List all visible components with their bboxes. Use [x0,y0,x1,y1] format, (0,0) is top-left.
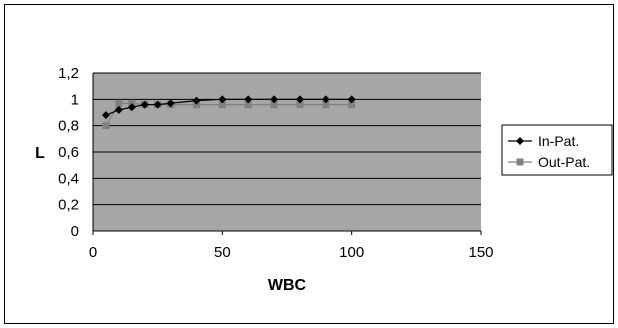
data-point [244,101,252,109]
y-tick-label: 1 [71,91,79,108]
x-axis-title: WBC [268,277,307,294]
x-tick-label: 150 [468,244,493,261]
x-tick-labels: 0 50 100 150 [89,231,494,261]
series-layer [101,95,356,130]
x-tick-label: 50 [214,244,231,261]
series-in-pat [101,95,356,120]
data-point [321,95,330,104]
legend-label: Out-Pat. [538,154,590,170]
data-point [347,95,356,104]
data-point [270,101,278,109]
y-tick-label: 0,6 [58,144,79,161]
data-point [192,96,201,105]
data-point [114,105,123,114]
y-tick-labels: 0 0,2 0,4 0,6 0,8 1 1,2 [58,65,79,240]
data-point [127,103,136,112]
data-point [166,99,175,108]
data-point [115,99,123,107]
data-point [101,111,110,120]
y-tick-label: 0 [71,223,79,240]
data-point [102,122,110,130]
data-point [270,95,279,104]
data-point [244,95,253,104]
legend: In-Pat. Out-Pat. [501,124,613,176]
y-tick-label: 0,4 [58,170,79,187]
legend-marker [516,158,524,166]
data-point [140,100,149,109]
legend-label: In-Pat. [538,133,579,149]
legend-marker [516,137,524,145]
y-tick-label: 1,2 [58,65,79,82]
x-tick-label: 100 [339,244,364,261]
data-point [218,101,226,109]
legend-item: In-Pat. [508,133,579,149]
y-axis-title: L [35,145,45,162]
data-point [295,95,304,104]
data-point [218,95,227,104]
data-point [322,101,330,109]
data-point [296,101,304,109]
data-point [348,101,356,109]
legend-item: Out-Pat. [508,154,590,170]
y-tick-label: 0,8 [58,118,79,135]
data-point [153,100,162,109]
x-tick-label: 0 [89,244,97,261]
legend-box [501,124,613,176]
y-tick-label: 0,2 [58,197,79,214]
